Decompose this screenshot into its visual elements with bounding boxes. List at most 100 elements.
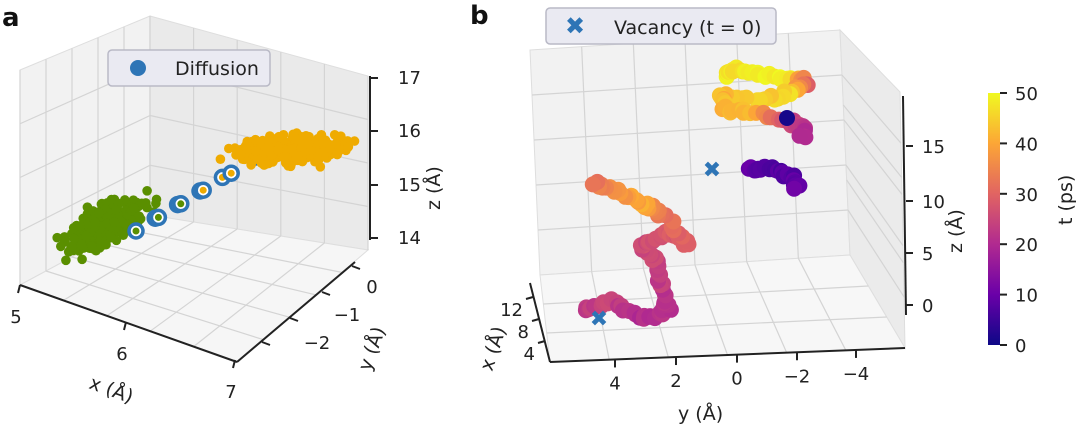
legend-b-label: Vacancy (t = 0) <box>614 17 761 39</box>
panel-b-label: b <box>470 1 489 31</box>
cluster-after-point <box>235 150 246 160</box>
cluster-after-point <box>279 151 290 162</box>
z-tick-b: 15 <box>922 137 945 158</box>
cluster-after-point <box>343 142 354 152</box>
grid-line <box>106 228 238 317</box>
colorbar-label: t (ps) <box>1055 175 1077 225</box>
cluster-before-point <box>81 230 92 241</box>
vacancy-marker: ✖ <box>590 307 608 332</box>
cluster-after-point <box>313 155 324 166</box>
panel-a-chart: a 5 6 7 0−1−2 14 15 16 17 Diffusion x (Å) y (Å)… <box>2 3 445 408</box>
grid-line <box>537 209 849 231</box>
cluster-before-point <box>52 232 62 243</box>
trajectory-point <box>779 110 795 126</box>
z-tick-b: 5 <box>922 244 933 265</box>
z-axis-b <box>902 95 907 316</box>
colorbar-tick: 10 <box>1015 286 1038 307</box>
grid-line <box>149 164 369 208</box>
cluster-before-point <box>137 198 147 209</box>
cluster-before-point <box>76 239 87 250</box>
z-label-a: z (Å) <box>422 166 445 210</box>
grid-line <box>845 164 904 246</box>
grid-line <box>581 46 593 272</box>
y-label-a: y (Å) <box>353 323 390 373</box>
grid-line <box>841 74 902 144</box>
z-tick-a: 17 <box>398 68 421 89</box>
colorbar-tick: 50 <box>1015 84 1038 105</box>
vacancy-marker: ✖ <box>703 158 721 183</box>
panel-a-label: a <box>2 3 20 33</box>
colorbar: 0 10 20 30 40 50 t (ps) <box>988 84 1077 357</box>
x-tick-mark-b <box>531 318 540 322</box>
cluster-before-point <box>56 241 66 252</box>
cluster-after-point <box>291 151 301 161</box>
y-tick-b: −4 <box>843 364 870 385</box>
cluster-after-point <box>251 146 261 156</box>
y-tick-b: −2 <box>784 366 811 387</box>
y-tick-mark-a <box>321 291 331 296</box>
cluster-before-point <box>93 207 104 218</box>
cluster-after-point <box>303 139 314 149</box>
cluster-after-point <box>252 154 262 164</box>
x-tick-b: 4 <box>524 344 535 365</box>
cluster-before-point <box>109 217 120 228</box>
cluster-after-point <box>323 139 334 149</box>
trajectory-point <box>584 176 601 193</box>
y-tick-mark-a <box>261 341 271 346</box>
cluster-after-point <box>286 144 296 154</box>
z-tick-a: 15 <box>398 175 421 196</box>
z-tick-b: 10 <box>922 192 945 213</box>
y-axis-a <box>236 261 356 363</box>
grid-line <box>846 179 904 264</box>
x-label-b: x (Å) <box>475 324 511 374</box>
legend-b: ✖ Vacancy (t = 0) <box>545 7 777 45</box>
cluster-before-point <box>75 221 85 231</box>
legend-a: Diffusion <box>107 49 271 87</box>
cluster-before-point <box>106 232 117 243</box>
x-tick-mark-b <box>525 296 534 300</box>
cluster-before-point <box>67 241 77 252</box>
colorbar-tick: 40 <box>1015 134 1038 155</box>
grid-line <box>63 221 194 301</box>
cluster-before-point <box>101 239 111 250</box>
y-axis-b <box>549 347 906 363</box>
colorbar-tick: 20 <box>1015 235 1038 256</box>
grid-line <box>149 235 282 332</box>
y-tick-b: 4 <box>609 373 620 394</box>
x-label-a: x (Å) <box>86 371 136 408</box>
cluster-after-point <box>259 160 269 170</box>
cluster-after-point <box>266 150 277 161</box>
grid-line <box>97 242 316 296</box>
cluster-after-point <box>297 156 308 167</box>
legend-b-marker: ✖ <box>565 12 585 40</box>
x-tick-b: 12 <box>500 300 523 321</box>
x-tick-a: 6 <box>116 344 127 365</box>
legend-a-label: Diffusion <box>175 58 259 80</box>
grid-line <box>591 271 610 360</box>
cluster-after-point <box>292 134 303 145</box>
colorbar-tick: 0 <box>1015 336 1026 357</box>
y-label-b: y (Å) <box>678 402 723 425</box>
x-tick-a: 7 <box>225 382 236 403</box>
diffusion-point-core <box>177 200 185 208</box>
grid-line <box>71 256 290 318</box>
grid-line <box>19 114 151 179</box>
grid-line <box>546 316 887 334</box>
z-tick-b: 0 <box>922 296 933 317</box>
cluster-before-point <box>69 233 79 244</box>
y-tick-b: 2 <box>670 371 681 392</box>
y-tick-mark-a <box>351 265 361 270</box>
cluster-after-point <box>215 154 226 164</box>
legend-a-marker <box>130 60 146 76</box>
cluster-before-point <box>87 241 97 251</box>
cluster-before-point <box>116 217 127 227</box>
marks-a <box>52 128 360 266</box>
diffusion-point-core <box>199 186 207 194</box>
colorbar-tick: 30 <box>1015 185 1038 206</box>
trajectory-point <box>786 180 803 197</box>
x-tick-mark-b <box>537 340 546 344</box>
grid-line <box>746 261 788 353</box>
cluster-after-point <box>263 135 274 146</box>
